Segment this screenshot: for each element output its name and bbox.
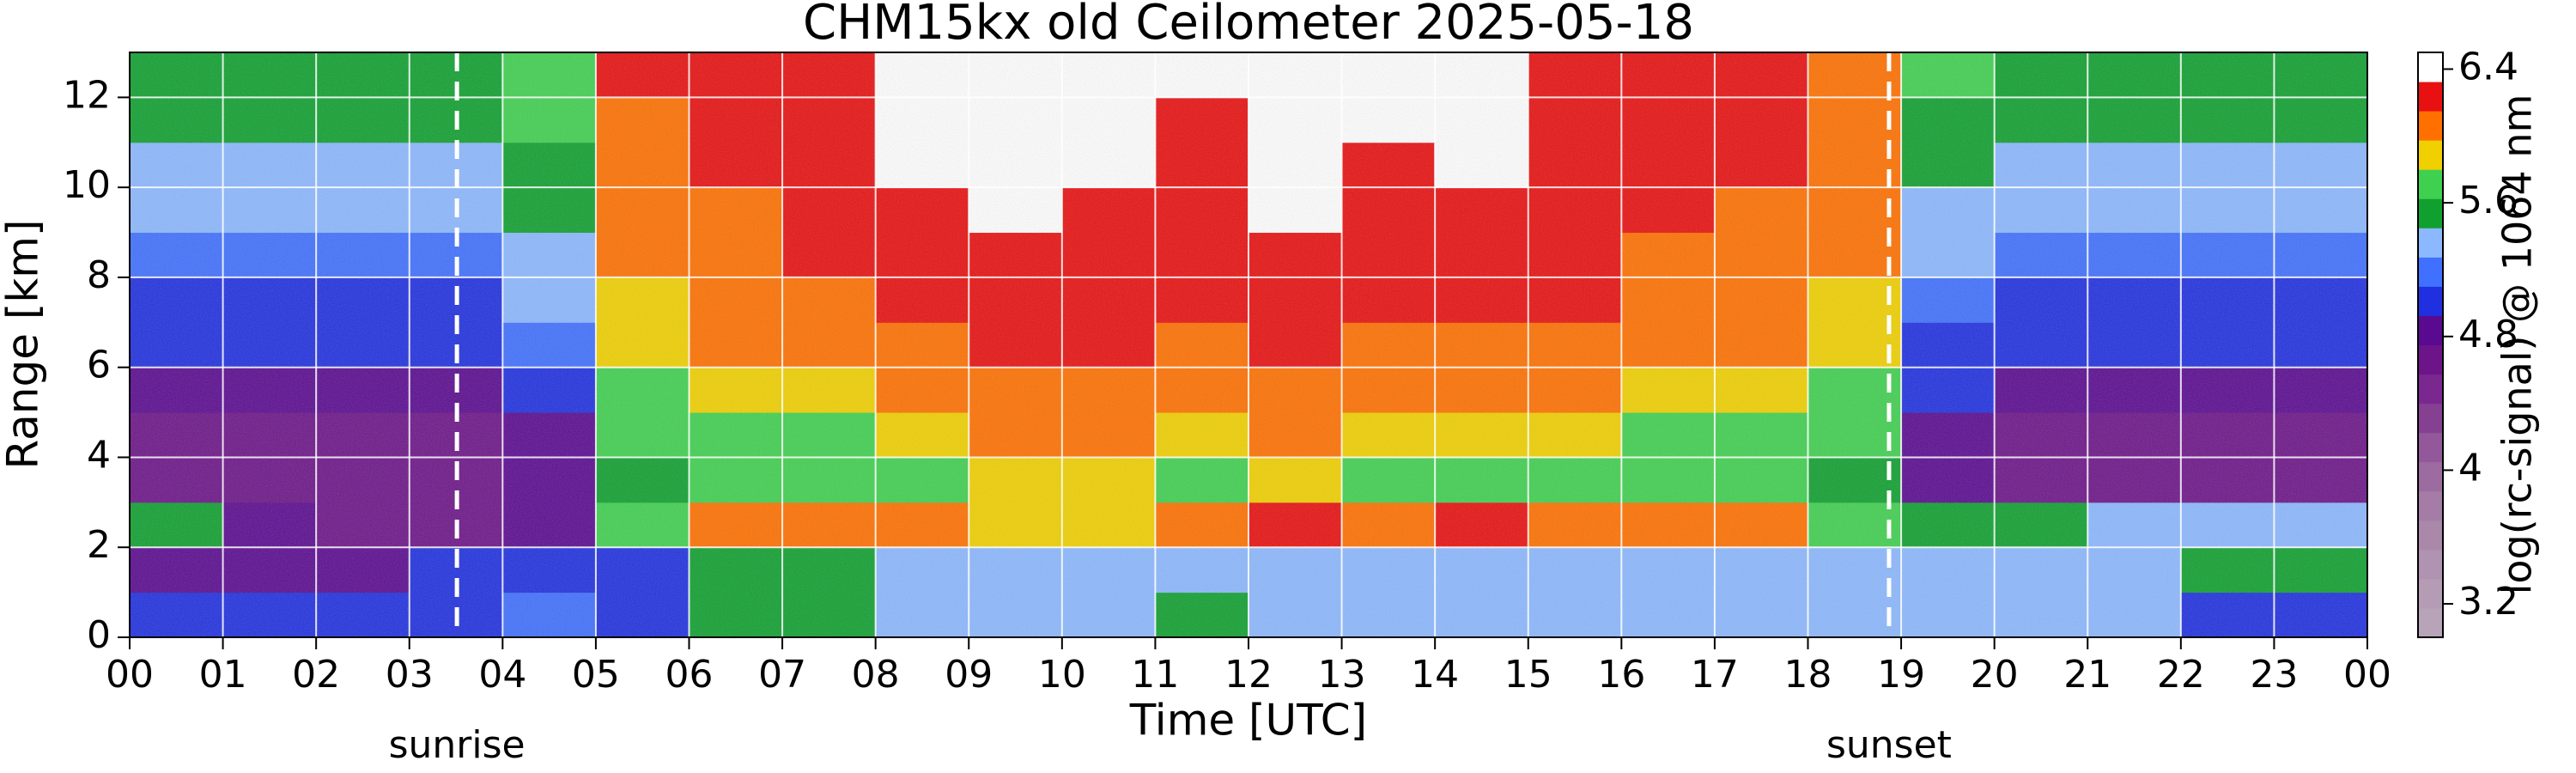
x-tick-label: 23	[2250, 653, 2298, 697]
x-tick-label: 06	[665, 653, 714, 697]
y-tick-label: 0	[87, 613, 111, 657]
colorbar-swatch	[2418, 228, 2443, 258]
x-tick-label: 08	[852, 653, 900, 697]
colorbar-tick-label: 6.4	[2458, 45, 2518, 88]
y-tick-label: 4	[87, 433, 111, 477]
colorbar-swatch	[2418, 198, 2443, 228]
x-tick-label: 11	[1131, 653, 1179, 697]
y-tick-label: 8	[87, 253, 111, 297]
colorbar-swatch	[2418, 286, 2443, 316]
colorbar-tick-label: 3.2	[2458, 580, 2518, 624]
y-axis-label: Range [km]	[0, 219, 48, 469]
x-tick-label: 03	[386, 653, 434, 697]
x-tick-label: 16	[1597, 653, 1645, 697]
colorbar-swatch	[2418, 607, 2443, 638]
chart-title: CHM15kx old Ceilometer 2025-05-18	[803, 0, 1694, 51]
colorbar-swatch	[2418, 461, 2443, 492]
colorbar-swatch	[2418, 403, 2443, 434]
colorbar-swatch	[2418, 257, 2443, 287]
x-tick-label: 09	[945, 653, 993, 697]
x-tick-label: 20	[1971, 653, 2019, 697]
x-tick-label: 05	[572, 653, 620, 697]
colorbar-swatch	[2418, 432, 2443, 463]
colorbar-swatch	[2418, 111, 2443, 141]
colorbar-swatch	[2418, 549, 2443, 580]
x-tick-label: 10	[1038, 653, 1086, 697]
colorbar-swatch	[2418, 82, 2443, 112]
y-tick-label: 6	[87, 344, 111, 387]
colorbar-swatch	[2418, 140, 2443, 170]
x-tick-label: 07	[758, 653, 806, 697]
x-tick-label: 15	[1504, 653, 1552, 697]
colorbar-label: log(rc-signal) @ 1064 nm	[2494, 94, 2541, 595]
colorbar-tick-label: 5.6	[2458, 179, 2518, 222]
colorbar-swatch	[2418, 520, 2443, 551]
x-tick-label: 22	[2157, 653, 2205, 697]
x-tick-label: 18	[1784, 653, 1832, 697]
colorbar-tick-label: 4.8	[2458, 313, 2518, 356]
event-label: sunset	[1826, 723, 1952, 767]
x-tick-label: 02	[292, 653, 340, 697]
x-tick-label: 17	[1691, 653, 1739, 697]
y-tick-label: 12	[63, 73, 111, 117]
x-tick-label: 19	[1877, 653, 1925, 697]
colorbar-swatch	[2418, 169, 2443, 199]
x-tick-label: 00	[2343, 653, 2391, 697]
x-tick-label: 12	[1224, 653, 1273, 697]
y-tick-label: 2	[87, 523, 111, 567]
y-tick-label: 10	[63, 163, 111, 207]
x-tick-label: 00	[106, 653, 154, 697]
event-label: sunrise	[389, 723, 526, 767]
x-tick-label: 14	[1411, 653, 1459, 697]
colorbar-swatch	[2418, 315, 2443, 345]
colorbar-swatch	[2418, 344, 2443, 375]
colorbar-frame	[2417, 52, 2444, 638]
colorbar-swatch	[2418, 52, 2443, 82]
colorbar-tick-label: 4	[2458, 446, 2482, 490]
x-tick-label: 01	[199, 653, 247, 697]
x-tick-label: 04	[478, 653, 526, 697]
colorbar-swatch	[2418, 490, 2443, 521]
colorbar-swatch	[2418, 374, 2443, 405]
x-tick-label: 13	[1318, 653, 1366, 697]
colorbar-swatch	[2418, 578, 2443, 609]
x-axis-label: Time [UTC]	[1129, 696, 1367, 746]
x-tick-label: 21	[2063, 653, 2111, 697]
